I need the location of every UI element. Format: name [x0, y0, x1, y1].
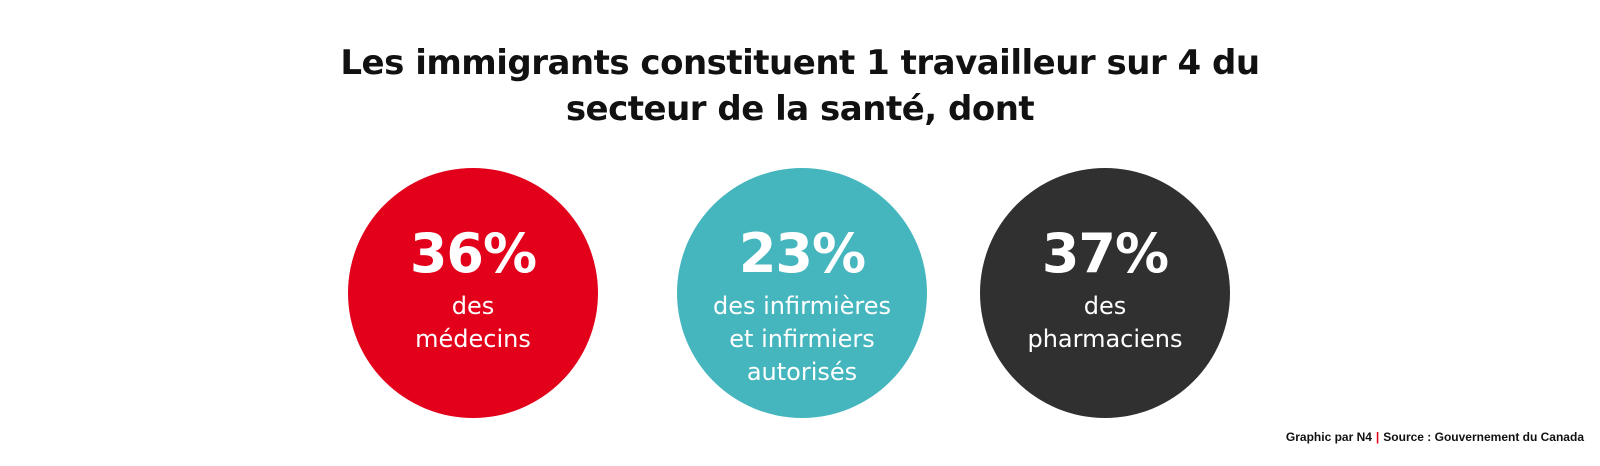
stat-label-line: des	[1083, 292, 1127, 320]
stat-label-pharmaciens: des pharmaciens	[980, 290, 1230, 356]
stat-circle-pharmaciens: 37% des pharmaciens	[980, 168, 1230, 418]
stat-label-infirmieres: des infirmières et infirmiers autorisés	[677, 290, 927, 389]
stat-label-line: et infirmiers	[729, 325, 875, 353]
stat-label-medecins: des médecins	[348, 290, 598, 356]
stat-label-line: autorisés	[746, 358, 858, 386]
stat-circle-medecins: 36% des médecins	[348, 168, 598, 418]
footer-separator: |	[1375, 430, 1380, 444]
footer-source: Source : Gouvernement du Canada	[1383, 430, 1584, 444]
chart-title-line-1: Les immigrants constituent 1 travailleur…	[340, 43, 1260, 83]
footer-credit: Graphic par N4 | Source : Gouvernement du …	[1286, 430, 1584, 444]
stat-value-medecins: 36%	[409, 222, 537, 285]
stat-value-pharmaciens: 37%	[1041, 222, 1169, 285]
stat-label-line: des infirmières	[713, 292, 891, 320]
chart-title-line-2: secteur de la santé, dont	[565, 89, 1035, 129]
stat-value-infirmieres: 23%	[738, 222, 866, 285]
stat-label-line: pharmaciens	[1027, 325, 1183, 353]
stat-label-line: médecins	[415, 325, 531, 353]
footer-credit-text: Graphic par N4	[1285, 430, 1372, 444]
stat-circle-infirmieres: 23% des infirmières et infirmiers autori…	[677, 168, 927, 418]
stat-label-line: des	[451, 292, 495, 320]
chart-title: Les immigrants constituent 1 travailleur…	[0, 40, 1600, 132]
